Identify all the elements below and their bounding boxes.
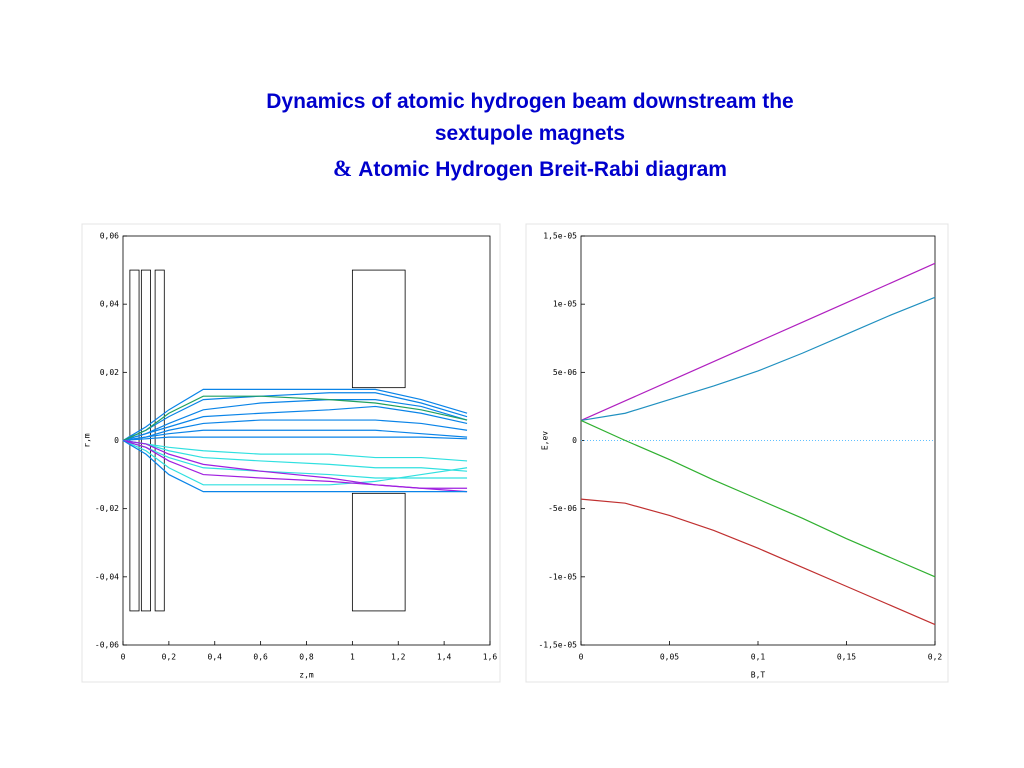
y-tick-label: 0,06: [100, 232, 119, 241]
y-tick-label: -0,04: [95, 572, 119, 581]
series-line: [122, 439, 468, 472]
series-line: [122, 419, 468, 442]
title-line: sextupole magnets: [435, 122, 625, 145]
y-tick-label: 0: [114, 436, 119, 445]
x-tick-label: 0: [121, 653, 126, 662]
magnet: [140, 269, 151, 612]
series-line: [122, 439, 468, 493]
x-tick-label: 0,05: [660, 653, 679, 662]
y-tick-label: -0,06: [95, 641, 119, 650]
y-tick-label: 0,02: [100, 368, 119, 377]
panel: [525, 223, 949, 683]
series-line: [122, 399, 468, 442]
x-axis-label: z,m: [299, 671, 314, 680]
y-tick-label: 5e-06: [553, 368, 577, 377]
x-tick-label: 0,6: [253, 653, 268, 662]
series-line: [122, 439, 468, 462]
x-tick-label: 0,1: [751, 653, 766, 662]
series-line: [122, 439, 468, 489]
y-tick-label: 1,5e-05: [543, 232, 577, 241]
y-tick-label: 0,04: [100, 300, 119, 309]
series-line: [580, 262, 936, 422]
x-tick-label: 0,8: [299, 653, 314, 662]
y-tick-label: 1e-05: [553, 300, 577, 309]
y-tick-label: -5e-06: [548, 504, 577, 513]
y-axis-label: E,ev: [541, 431, 550, 450]
series-line: [122, 388, 468, 442]
magnet: [351, 269, 406, 389]
ampersand: &: [333, 156, 352, 181]
series-line: [122, 439, 468, 479]
plot-frame: [122, 235, 491, 646]
series-line: [580, 498, 936, 626]
series-line: [122, 439, 468, 486]
title-line: & Atomic Hydrogen Breit-Rabi diagram: [333, 156, 727, 181]
series-line: [580, 296, 936, 422]
x-axis-label: B,T: [751, 671, 766, 680]
series-line: [122, 395, 468, 442]
x-tick-label: 0,2: [928, 653, 943, 662]
y-tick-label: -0,02: [95, 504, 119, 513]
panel: [81, 223, 501, 683]
x-tick-label: 0,2: [162, 653, 177, 662]
magnet: [351, 492, 406, 612]
y-axis-label: r,m: [83, 433, 92, 448]
series-line: [122, 436, 468, 442]
title-text: Atomic Hydrogen Breit-Rabi diagram: [358, 158, 727, 181]
y-tick-label: 0: [572, 436, 577, 445]
x-tick-label: 1,2: [391, 653, 406, 662]
series-line: [580, 419, 936, 578]
x-tick-label: 0,15: [837, 653, 856, 662]
title-line: Dynamics of atomic hydrogen beam downstr…: [266, 90, 793, 113]
series-line: [122, 429, 468, 442]
series-line: [122, 405, 468, 442]
y-tick-label: -1,5e-05: [538, 641, 577, 650]
y-tick-label: -1e-05: [548, 572, 577, 581]
x-tick-label: 1,6: [483, 653, 498, 662]
magnet: [129, 269, 140, 612]
x-tick-label: 0,4: [208, 653, 223, 662]
x-tick-label: 0: [579, 653, 584, 662]
x-tick-label: 1: [350, 653, 355, 662]
magnet: [154, 269, 165, 612]
x-tick-label: 1,4: [437, 653, 452, 662]
